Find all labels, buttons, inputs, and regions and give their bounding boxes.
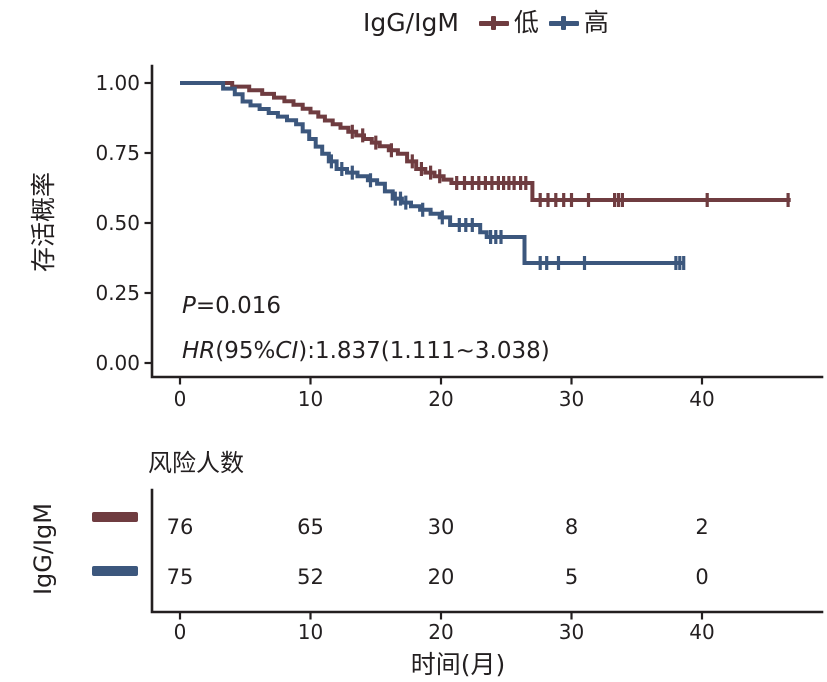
risk-count-low: 8 <box>564 515 579 539</box>
hr-paren-text: (95% <box>215 338 276 364</box>
risk-count-low: 30 <box>427 515 455 539</box>
y-axis-tick-label: 0.50 <box>95 211 140 235</box>
risk-count-low: 65 <box>297 515 324 539</box>
risk-table-title: 风险人数 <box>148 449 244 477</box>
risk-count-high: 0 <box>695 565 709 589</box>
x-axis-tick-label: 0 <box>173 387 187 411</box>
hr-value-text: ):1.837(1.111~3.038) <box>298 338 550 364</box>
risk-count-high: 75 <box>166 565 194 589</box>
risk-axis-tick-label: 10 <box>297 620 324 644</box>
risk-axis-tick-label: 30 <box>558 620 585 644</box>
p-value-symbol: P <box>182 293 196 319</box>
legend-item-low: 低 <box>469 6 539 40</box>
y-axis-title: 存活概率 <box>29 172 58 273</box>
x-axis-tick-label: 10 <box>297 387 324 411</box>
y-axis-tick-label: 0.25 <box>95 281 140 305</box>
risk-row-swatch-low <box>92 512 138 522</box>
risk-count-high: 20 <box>427 565 455 589</box>
legend-cross-low-icon <box>491 16 496 30</box>
legend-item-high: 高 <box>539 6 609 40</box>
legend-marker-low-icon <box>478 15 509 32</box>
legend-marker-high-icon <box>548 15 579 32</box>
main-axes <box>150 64 824 379</box>
risk-count-high: 5 <box>564 565 579 589</box>
legend-cross-high-icon <box>561 16 566 30</box>
censor-marks-low <box>350 124 790 207</box>
x-axis-title: 时间(月) <box>410 650 506 679</box>
y-axis-tick-label: 1.00 <box>95 71 140 95</box>
legend-label-low: 低 <box>513 8 539 37</box>
risk-axis-tick-label: 20 <box>428 620 454 644</box>
y-axis-tick-label: 0.00 <box>95 351 140 375</box>
p-value-annotation: P=0.016 <box>182 293 281 319</box>
hr-symbol: HR <box>182 338 216 364</box>
legend-group-label: IgG/IgM <box>363 8 459 37</box>
risk-axis-tick-label: 0 <box>173 620 187 644</box>
p-value-text: =0.016 <box>195 293 281 319</box>
y-axis-tick-label: 0.75 <box>95 141 140 165</box>
censor-marks-high <box>329 154 686 270</box>
legend-label-high: 高 <box>583 8 609 37</box>
x-axis-tick-label: 30 <box>558 387 585 411</box>
risk-count-low: 76 <box>166 515 194 539</box>
ci-symbol: CI <box>275 338 299 364</box>
risk-table-group-label: IgG/IgM <box>29 503 57 596</box>
x-axis-tick-label: 40 <box>689 387 715 411</box>
risk-table-axes <box>150 488 824 614</box>
risk-row-swatch-high <box>92 566 138 576</box>
hazard-ratio-annotation: HR(95%CI):1.837(1.111~3.038) <box>182 338 550 364</box>
risk-count-low: 2 <box>695 515 709 539</box>
risk-axis-tick-label: 40 <box>689 620 715 644</box>
legend: IgG/IgM 低 高 <box>152 6 820 40</box>
risk-count-high: 52 <box>297 565 324 589</box>
x-axis-tick-label: 20 <box>428 387 454 411</box>
